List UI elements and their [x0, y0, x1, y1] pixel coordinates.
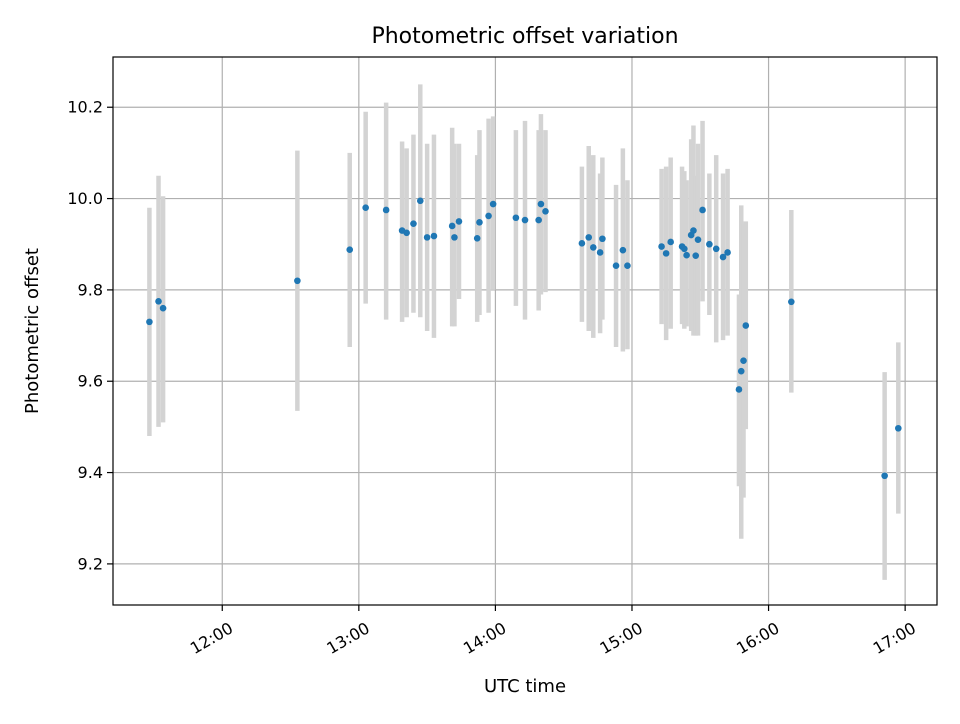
- data-point: [430, 232, 438, 240]
- data-point: [448, 222, 456, 230]
- plot-frame: [112, 56, 938, 606]
- data-point: [737, 367, 745, 375]
- data-point: [423, 234, 431, 241]
- y-axis-ticks: 9.2 9.4 9.6 9.8 10.0 10.2: [67, 98, 113, 573]
- data-point: [589, 244, 597, 251]
- data-point: [596, 249, 604, 256]
- data-point: [681, 245, 688, 253]
- data-point: [612, 262, 620, 269]
- data-point: [535, 216, 542, 224]
- data-point: [512, 214, 520, 222]
- data-point: [662, 250, 670, 257]
- y-axis-label: Photometric offset: [22, 248, 43, 414]
- data-point: [699, 206, 706, 214]
- data-point: [599, 235, 606, 243]
- data-point: [473, 234, 481, 242]
- data-point: [146, 318, 153, 326]
- data-point: [155, 298, 162, 305]
- data-point: [410, 220, 417, 227]
- data-point: [658, 243, 665, 250]
- data-point: [403, 229, 410, 237]
- data-point: [578, 240, 586, 247]
- data-point: [416, 197, 424, 205]
- data-point: [619, 246, 627, 254]
- data-point: [489, 200, 497, 208]
- data-point: [382, 206, 390, 214]
- data-point: [346, 246, 354, 254]
- data-point: [690, 227, 697, 234]
- data-point: [740, 357, 747, 364]
- data-point: [881, 472, 888, 480]
- data-point: [735, 386, 743, 393]
- x-axis-label: UTC time: [484, 676, 566, 697]
- data-point: [451, 234, 458, 241]
- data-point: [712, 245, 720, 253]
- data-point: [485, 212, 492, 220]
- y-tick-label: 10.0: [67, 189, 103, 208]
- data-point: [724, 249, 731, 256]
- y-tick-label: 9.4: [78, 463, 103, 482]
- data-point: [521, 216, 529, 224]
- data-point: [542, 208, 549, 215]
- data-point: [719, 253, 727, 261]
- data-point: [667, 238, 674, 246]
- y-tick-label: 9.6: [78, 372, 103, 391]
- chart-title: Photometric offset variation: [371, 24, 678, 49]
- data-point: [585, 234, 593, 241]
- y-tick-label: 9.2: [78, 554, 103, 573]
- data-point: [683, 251, 690, 259]
- data-point: [742, 322, 750, 329]
- data-point: [362, 204, 369, 211]
- y-tick-label: 10.2: [67, 98, 103, 117]
- data-point: [624, 262, 631, 269]
- grid: [113, 57, 937, 605]
- data-point: [694, 236, 702, 243]
- data-point: [476, 219, 483, 226]
- data-point: [895, 424, 902, 432]
- data-point: [294, 277, 301, 285]
- y-tick-label: 9.8: [78, 280, 103, 299]
- data-point: [706, 240, 713, 248]
- data-markers: [146, 197, 902, 480]
- data-point: [537, 200, 545, 208]
- data-point: [159, 304, 167, 312]
- data-point: [692, 252, 700, 259]
- data-point: [788, 298, 795, 306]
- data-point: [455, 218, 463, 225]
